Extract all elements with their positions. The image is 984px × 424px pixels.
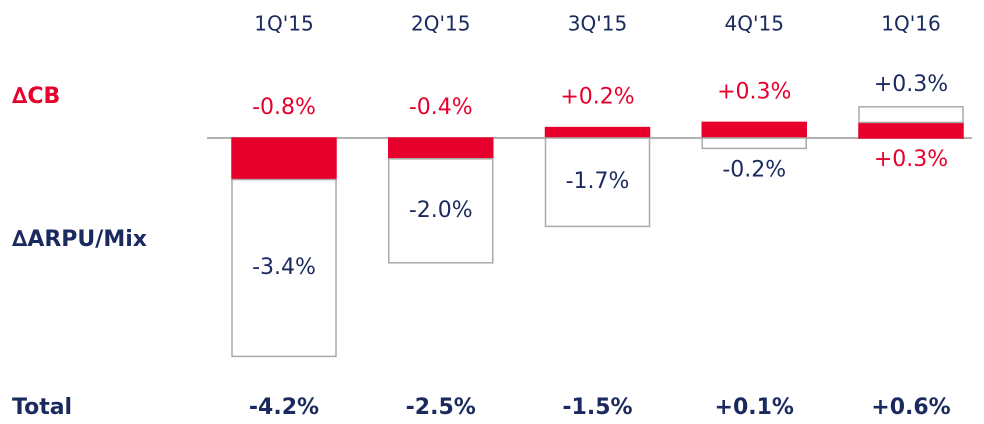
value-label: -1.7% — [566, 169, 630, 194]
value-label: +0.3% — [717, 79, 791, 104]
total-label: -1.5% — [562, 395, 632, 420]
value-label: -0.2% — [722, 157, 786, 182]
value-label: +0.3% — [874, 147, 948, 172]
bar-segment — [231, 178, 337, 358]
series-label: ∆ARPU/Mix — [12, 227, 147, 252]
category-label: 4Q'15 — [725, 12, 784, 36]
bar-segment — [231, 137, 337, 181]
total-row-label: Total — [12, 395, 72, 420]
value-label: -3.4% — [252, 255, 316, 280]
bar-segment — [858, 106, 964, 124]
category-label: 1Q'16 — [881, 12, 940, 36]
category-label: 3Q'15 — [568, 12, 627, 36]
total-label: +0.6% — [871, 395, 950, 420]
bar-segment — [388, 158, 494, 264]
value-label: +0.3% — [874, 72, 948, 97]
category-label: 1Q'15 — [254, 12, 313, 36]
category-label: 2Q'15 — [411, 12, 470, 36]
bar-segment — [858, 121, 964, 139]
bar-segment — [388, 137, 494, 160]
bar-segment — [544, 137, 651, 228]
value-label: +0.2% — [560, 85, 634, 110]
value-label: -0.4% — [409, 95, 473, 120]
total-label: -4.2% — [249, 395, 319, 420]
bar-segment — [701, 137, 807, 150]
total-label: +0.1% — [715, 395, 794, 420]
value-label: -0.8% — [252, 95, 316, 120]
total-label: -2.5% — [406, 395, 476, 420]
value-label: -2.0% — [409, 198, 473, 223]
bar-segment — [701, 121, 807, 139]
series-label: ∆CB — [12, 84, 60, 109]
bar-segment — [544, 126, 651, 139]
